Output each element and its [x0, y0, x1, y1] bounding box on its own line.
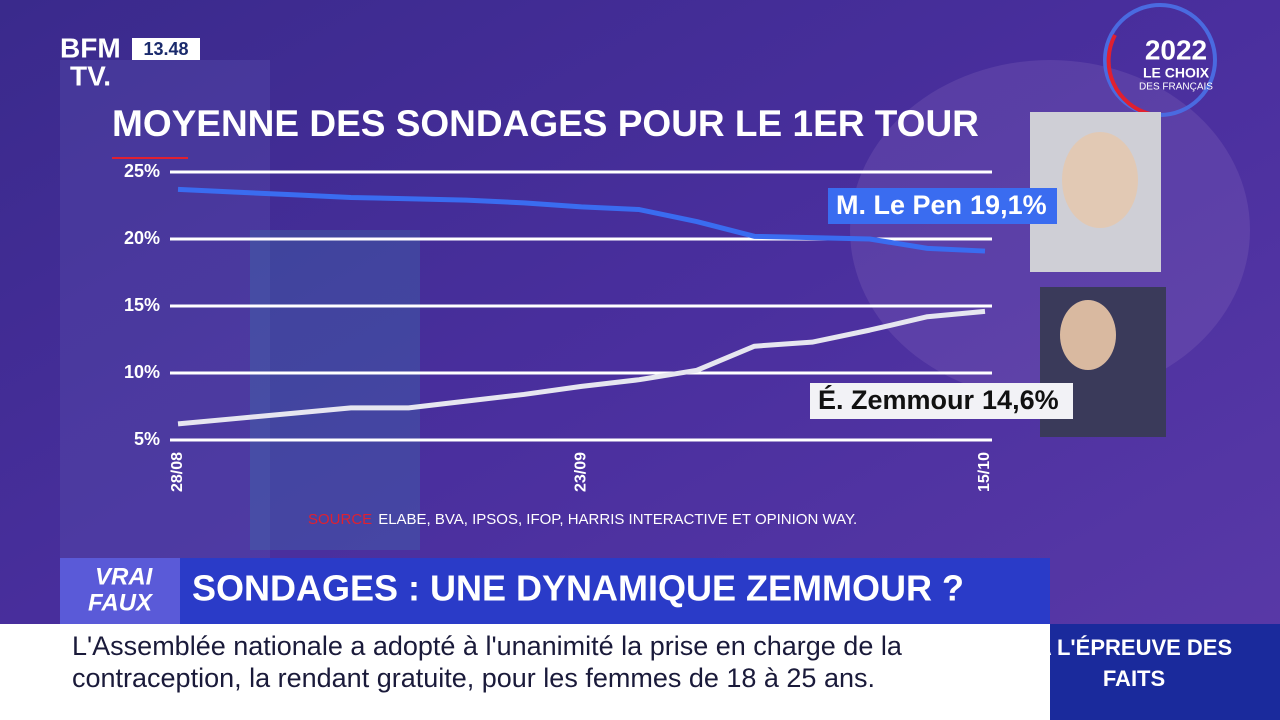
backdrop-panel [250, 230, 420, 550]
x-tick-label: 15/10 [976, 452, 993, 492]
photo-face [1062, 132, 1138, 228]
badge-text: LE CHOIX [1143, 65, 1210, 81]
banner [60, 558, 1050, 624]
legend-name: É. Zemmour [818, 384, 975, 415]
series-label: É. Zemmour 14,6% [818, 384, 1059, 415]
y-tick-label: 20% [124, 228, 160, 248]
badge-ring [1106, 34, 1151, 116]
value-label: 19,1% [970, 190, 1047, 220]
headline: SONDAGES : UNE DYNAMIQUE ZEMMOUR ? [192, 568, 964, 609]
badge-text: DES FRANÇAIS [1139, 82, 1213, 93]
ticker-text: L'Assemblée nationale a adopté à l'unani… [72, 631, 903, 661]
chart-title: MOYENNE DES SONDAGES POUR LE 1ER TOUR [112, 103, 979, 144]
y-tick-label: 10% [124, 362, 160, 382]
logo: BFM [60, 32, 121, 63]
chart: 5% 10% 15% 20% 25% 28/08 23/09 15/10 M. Le Pen 19… [124, 161, 1073, 492]
value-label: 14,6% [982, 385, 1059, 415]
label-box [828, 188, 1057, 224]
banner-tag: VRAI [95, 563, 154, 590]
segment-title: A L'ÉPREUVE DES [1036, 635, 1232, 660]
source: SOURCE ELABE, BVA, IPSOS, IFOP, HARRIS IN… [308, 511, 857, 528]
line [177, 186, 986, 254]
banner-tag-box [60, 558, 180, 624]
series-label: M. Le Pen 19,1% [836, 190, 1047, 220]
badge-year: 2022 [1145, 34, 1207, 65]
logo: TV. [70, 60, 111, 91]
source-label: SOURCE [308, 511, 372, 528]
y-tick-label: 25% [124, 161, 160, 181]
legend-name: M. Le Pen [836, 190, 962, 220]
y-tick-label: 15% [124, 295, 160, 315]
photo-face [1060, 300, 1116, 370]
segment-box [1050, 624, 1280, 720]
x-tick-label: 28/08 [169, 452, 186, 492]
line [177, 308, 986, 427]
ticker [0, 624, 1050, 720]
x-tick-label: 23/09 [573, 452, 590, 492]
ticker-text: contraception, la rendant gratuite, pour… [72, 663, 875, 693]
source-text: ELABE, BVA, IPSOS, IFOP, HARRIS INTERACT… [378, 511, 857, 528]
time: 13.48 [143, 39, 188, 59]
y-tick-label: 5% [134, 429, 160, 449]
banner-tag: FAUX [88, 589, 154, 616]
time-box [132, 38, 200, 60]
label-box [810, 383, 1073, 419]
segment-title: FAITS [1103, 666, 1165, 691]
backdrop-panel [60, 60, 270, 560]
